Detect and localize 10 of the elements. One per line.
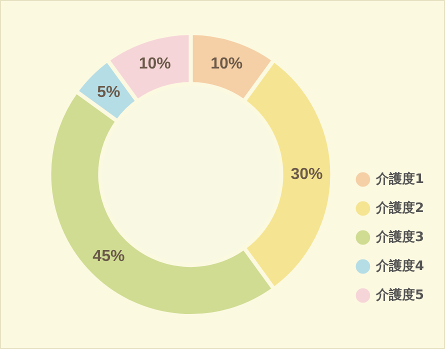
data-label: 10% — [210, 56, 243, 73]
data-label: 45% — [92, 248, 125, 265]
data-label: 10% — [138, 56, 171, 73]
legend-label: 介護度3 — [374, 228, 424, 245]
legend-label: 介護度4 — [374, 258, 424, 274]
data-label: 30% — [290, 166, 323, 183]
data-label: 5% — [97, 84, 120, 101]
legend-label: 介護度5 — [374, 286, 424, 303]
legend-label: 介護度1 — [374, 170, 424, 187]
legend-label: 介護度2 — [374, 200, 424, 216]
